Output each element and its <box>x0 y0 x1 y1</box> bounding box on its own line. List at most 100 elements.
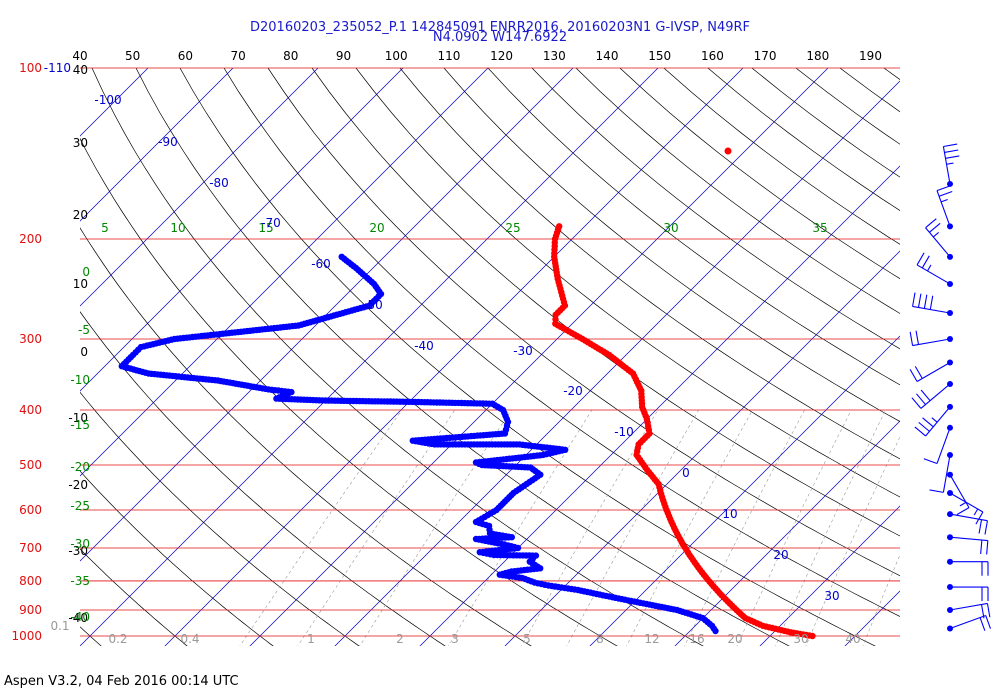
top-theta-label: 100 <box>385 49 408 63</box>
dry-adiabat <box>355 68 900 498</box>
dry-adiabat <box>707 68 900 211</box>
green-scale-label: -40 <box>70 610 90 624</box>
wind-barb-flag <box>916 393 926 405</box>
pressure-label-600: 600 <box>19 503 42 517</box>
green-scale-label: -5 <box>78 323 90 337</box>
left-scale-label: 0 <box>80 345 88 359</box>
mixing-ratio-line <box>736 409 852 646</box>
isotherm-label: 30 <box>824 589 839 603</box>
mixing-ratio-label: 30 <box>793 632 808 646</box>
wind-barb-half-flag <box>973 508 979 516</box>
wind-barb-flag <box>945 155 960 159</box>
top-theta-label: 130 <box>543 49 566 63</box>
isotherm-label: 20 <box>773 548 788 562</box>
dry-adiabat <box>399 68 900 460</box>
wind-barb-flag <box>925 218 937 229</box>
pressure-label-300: 300 <box>19 332 42 346</box>
isotherm <box>80 68 404 392</box>
wind-barb <box>911 380 953 409</box>
mixing-ratio-label: 0.1 <box>50 619 69 633</box>
wind-barb-flag <box>985 615 992 629</box>
isotherm-label: 10 <box>722 507 737 521</box>
pressure-label-500: 500 <box>19 458 42 472</box>
dry-adiabat <box>267 68 900 577</box>
isotherm-label: -80 <box>209 176 229 190</box>
mixing-ratio-line <box>448 409 593 646</box>
mixing-ratio-line <box>684 409 805 646</box>
top-theta-label: 150 <box>648 49 671 63</box>
wind-barb-shaft <box>936 427 951 464</box>
mixing-ratio-label: 5 <box>523 632 531 646</box>
top-theta-label: 70 <box>230 49 245 63</box>
dry-adiabat <box>883 68 900 80</box>
mixing-ratio-label: 12 <box>644 632 659 646</box>
green-top-label: 20 <box>369 221 384 235</box>
left-scale-label: 30 <box>73 136 88 150</box>
wind-barb <box>923 424 953 465</box>
green-top-label: 30 <box>663 221 678 235</box>
green-scale-label: -10 <box>70 373 90 387</box>
plot-background-lines <box>80 68 1000 648</box>
top-theta-label: 60 <box>178 49 193 63</box>
wind-barb <box>912 292 953 317</box>
wind-barb-shaft <box>916 362 951 382</box>
wind-barb <box>916 252 953 287</box>
dry-adiabat <box>619 68 900 280</box>
wind-barb <box>914 403 953 437</box>
wind-barb <box>947 602 991 619</box>
dry-adiabat <box>839 68 900 113</box>
isotherm <box>928 68 1000 648</box>
left-scale-label: -30 <box>68 544 88 558</box>
mixing-ratio-label: 0.2 <box>108 632 127 646</box>
isotherm <box>80 68 659 646</box>
wind-barb-flag <box>944 149 959 153</box>
isotherm <box>334 80 900 646</box>
wind-barb-flag <box>943 143 958 148</box>
isotherm-label: -40 <box>414 339 434 353</box>
isotherm-label: -10 <box>614 425 634 439</box>
wind-barb-shaft <box>920 383 951 409</box>
temperature-trace-point <box>552 311 559 318</box>
wind-barb-flag <box>929 222 941 233</box>
isotherm <box>80 68 489 477</box>
sounding-title-line1: D20160203_235052_P.1 142845091 ENRR2016,… <box>250 20 750 35</box>
wind-barb-shaft <box>925 406 951 437</box>
green-top-label: 10 <box>170 221 185 235</box>
isotherm-label: -90 <box>158 135 178 149</box>
dry-adiabat <box>575 68 900 314</box>
dry-adiabat <box>311 68 900 537</box>
mixing-ratio-line <box>521 409 659 646</box>
dry-adiabat <box>795 68 900 145</box>
dry-adiabat <box>443 68 900 422</box>
wind-barb <box>942 143 960 187</box>
dewpoint-trace-point <box>712 627 719 635</box>
isotherm-label: -70 <box>261 216 281 230</box>
wind-barb-flag <box>911 397 922 409</box>
wind-barb-flag <box>986 603 991 618</box>
pressure-label-400: 400 <box>19 403 42 417</box>
isotherm-label: -60 <box>311 257 331 271</box>
software-footer: Aspen V3.2, 04 Feb 2016 00:14 UTC <box>4 674 239 689</box>
dry-adiabat <box>531 68 900 350</box>
top-theta-label: 190 <box>859 49 882 63</box>
wind-barb <box>947 558 989 576</box>
isotherm <box>674 420 900 646</box>
wind-barb-flag <box>975 511 984 525</box>
green-top-label: 25 <box>505 221 520 235</box>
wind-barb-flag <box>938 190 953 197</box>
wind-barb-flag <box>984 520 988 535</box>
wind-barb-shaft <box>949 614 986 630</box>
wind-barb-flag <box>923 458 938 465</box>
mixing-ratio-line <box>626 409 753 646</box>
wind-barb-half-flag <box>931 417 938 423</box>
isotherm-label: -20 <box>563 384 583 398</box>
mixing-ratio-label: 40 <box>845 632 860 646</box>
isotherm-label: 0 <box>682 466 690 480</box>
wind-barb-flag <box>929 489 944 493</box>
top-theta-label: 110 <box>437 49 460 63</box>
green-top-label: 15 <box>258 221 273 235</box>
wind-barb-flag <box>918 421 930 432</box>
wind-barb-flag <box>920 389 931 402</box>
mixing-ratio-label: 1 <box>307 632 315 646</box>
